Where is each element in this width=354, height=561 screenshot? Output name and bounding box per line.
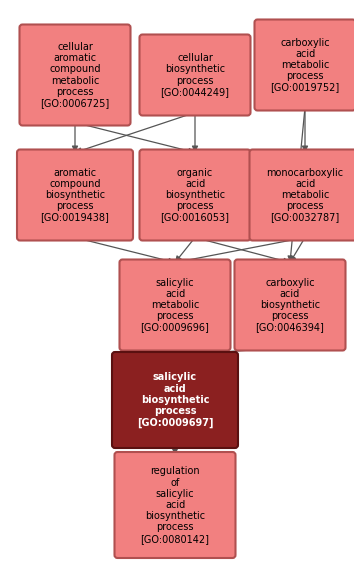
Text: salicylic
acid
biosynthetic
process
[GO:0009697]: salicylic acid biosynthetic process [GO:… <box>137 373 213 427</box>
Text: cellular
biosynthetic
process
[GO:0044249]: cellular biosynthetic process [GO:004424… <box>160 53 229 97</box>
Text: salicylic
acid
metabolic
process
[GO:0009696]: salicylic acid metabolic process [GO:000… <box>141 278 210 333</box>
Text: carboxylic
acid
metabolic
process
[GO:0019752]: carboxylic acid metabolic process [GO:00… <box>270 38 339 93</box>
Text: aromatic
compound
biosynthetic
process
[GO:0019438]: aromatic compound biosynthetic process [… <box>41 168 109 222</box>
Text: cellular
aromatic
compound
metabolic
process
[GO:0006725]: cellular aromatic compound metabolic pro… <box>40 42 110 108</box>
FancyBboxPatch shape <box>139 34 251 116</box>
Text: monocarboxylic
acid
metabolic
process
[GO:0032787]: monocarboxylic acid metabolic process [G… <box>267 168 344 222</box>
Text: regulation
of
salicylic
acid
biosynthetic
process
[GO:0080142]: regulation of salicylic acid biosyntheti… <box>141 466 210 544</box>
FancyBboxPatch shape <box>139 149 251 241</box>
Text: organic
acid
biosynthetic
process
[GO:0016053]: organic acid biosynthetic process [GO:00… <box>160 168 229 222</box>
FancyBboxPatch shape <box>19 25 131 126</box>
FancyBboxPatch shape <box>112 352 238 448</box>
Text: carboxylic
acid
biosynthetic
process
[GO:0046394]: carboxylic acid biosynthetic process [GO… <box>256 278 324 333</box>
FancyBboxPatch shape <box>17 149 133 241</box>
FancyBboxPatch shape <box>120 260 230 351</box>
FancyBboxPatch shape <box>114 452 235 558</box>
FancyBboxPatch shape <box>234 260 346 351</box>
FancyBboxPatch shape <box>255 20 354 111</box>
FancyBboxPatch shape <box>250 149 354 241</box>
